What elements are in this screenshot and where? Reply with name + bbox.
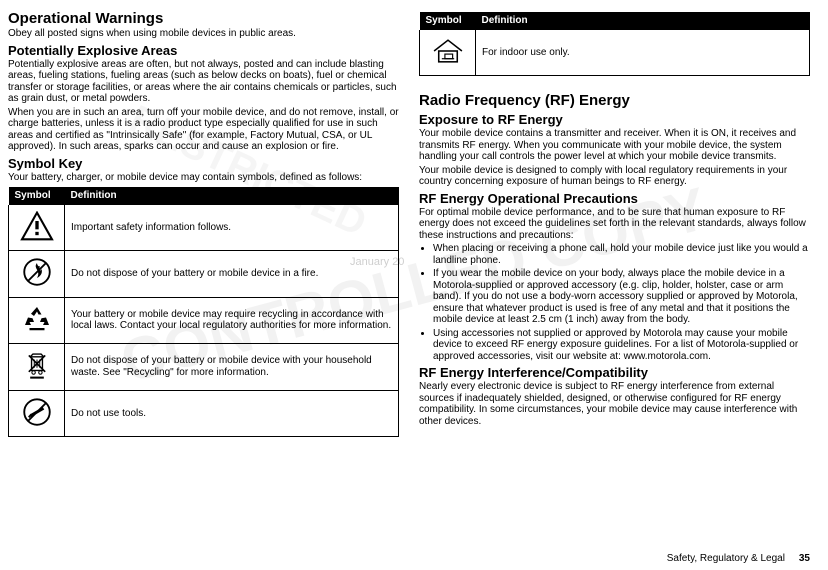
explosive-p2: When you are in such an area, turn off y… bbox=[8, 107, 399, 153]
left-column: Operational Warnings Obey all posted sig… bbox=[8, 8, 399, 437]
explosive-p1: Potentially explosive areas are often, b… bbox=[8, 59, 399, 105]
no-trash-icon bbox=[20, 350, 54, 380]
heading-rf-interference: RF Energy Interference/Compatibility bbox=[419, 366, 810, 381]
heading-explosive-areas: Potentially Explosive Areas bbox=[8, 44, 399, 59]
page-content: Operational Warnings Obey all posted sig… bbox=[0, 0, 828, 445]
list-item: When placing or receiving a phone call, … bbox=[433, 243, 810, 266]
list-item: Using accessories not supplied or approv… bbox=[433, 328, 810, 363]
no-fire-icon bbox=[20, 257, 54, 287]
th-symbol: Symbol bbox=[420, 12, 476, 30]
rf-exposure-p1: Your mobile device contains a transmitte… bbox=[419, 128, 810, 163]
table-row: Do not dispose of your battery or mobile… bbox=[9, 251, 399, 298]
rf-precautions-intro: For optimal mobile device performance, a… bbox=[419, 207, 810, 242]
precautions-list: When placing or receiving a phone call, … bbox=[419, 243, 810, 362]
heading-rf-exposure: Exposure to RF Energy bbox=[419, 113, 810, 128]
symbol-key-intro: Your battery, charger, or mobile device … bbox=[8, 172, 399, 184]
page-footer: Safety, Regulatory & Legal 35 bbox=[667, 553, 810, 565]
list-item: If you wear the mobile device on your bo… bbox=[433, 268, 810, 326]
th-definition: Definition bbox=[476, 12, 810, 30]
def-cell: Important safety information follows. bbox=[65, 205, 399, 251]
def-cell: Do not use tools. bbox=[65, 390, 399, 437]
th-symbol: Symbol bbox=[9, 187, 65, 205]
table-row: Important safety information follows. bbox=[9, 205, 399, 251]
symbol-table-right: Symbol Definition For indoor use only. bbox=[419, 12, 810, 76]
table-row: Do not use tools. bbox=[9, 390, 399, 437]
rf-interference-p: Nearly every electronic device is subjec… bbox=[419, 381, 810, 427]
recycle-icon bbox=[20, 304, 54, 334]
def-cell: Do not dispose of your battery or mobile… bbox=[65, 251, 399, 298]
op-warnings-text: Obey all posted signs when using mobile … bbox=[8, 28, 399, 40]
indoor-use-icon bbox=[431, 36, 465, 66]
th-definition: Definition bbox=[65, 187, 399, 205]
li3-text: Using accessories not supplied or approv… bbox=[433, 328, 798, 362]
right-column: Symbol Definition For indoor use only. R… bbox=[419, 8, 810, 437]
symbol-table-left: Symbol Definition Important safety infor… bbox=[8, 187, 399, 437]
heading-rf-energy: Radio Frequency (RF) Energy bbox=[419, 92, 810, 109]
def-cell: Your battery or mobile device may requir… bbox=[65, 297, 399, 344]
heading-rf-precautions: RF Energy Operational Precautions bbox=[419, 192, 810, 207]
def-cell: Do not dispose of your battery or mobile… bbox=[65, 344, 399, 391]
no-tools-icon bbox=[20, 397, 54, 427]
heading-symbol-key: Symbol Key bbox=[8, 157, 399, 172]
footer-label: Safety, Regulatory & Legal bbox=[667, 553, 785, 564]
rf-exposure-p2: Your mobile device is designed to comply… bbox=[419, 165, 810, 188]
page-number: 35 bbox=[799, 553, 810, 564]
warning-triangle-icon bbox=[20, 211, 54, 241]
table-row: For indoor use only. bbox=[420, 30, 810, 76]
table-row: Do not dispose of your battery or mobile… bbox=[9, 344, 399, 391]
table-row: Your battery or mobile device may requir… bbox=[9, 297, 399, 344]
def-cell: For indoor use only. bbox=[476, 30, 810, 76]
heading-operational-warnings: Operational Warnings bbox=[8, 10, 399, 27]
